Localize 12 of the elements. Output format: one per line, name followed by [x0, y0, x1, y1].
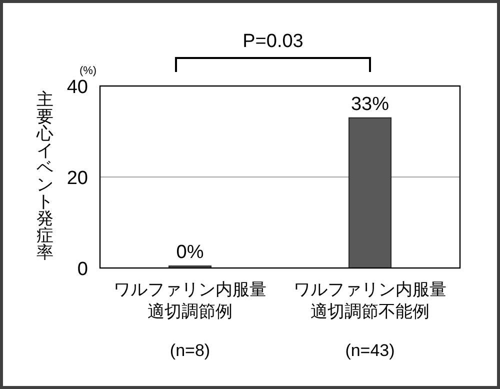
y-tick-label: 20	[66, 168, 88, 189]
x-tick-label: ワルファリン内服量適切調節不能例	[294, 280, 446, 321]
text: (%)	[79, 65, 97, 77]
data-label: 33%	[350, 94, 390, 115]
text: 主要心イベント発症率	[36, 90, 54, 262]
data-label: 0%	[176, 242, 204, 263]
y-tick-label: 40	[66, 77, 88, 98]
x-tick-label: ワルファリン内服量適切調節例	[114, 280, 266, 321]
text: (n=43)	[345, 341, 395, 360]
text: (n=8)	[170, 341, 210, 360]
text: P=0.03	[242, 31, 304, 52]
y-tick-label: 0	[77, 259, 88, 280]
